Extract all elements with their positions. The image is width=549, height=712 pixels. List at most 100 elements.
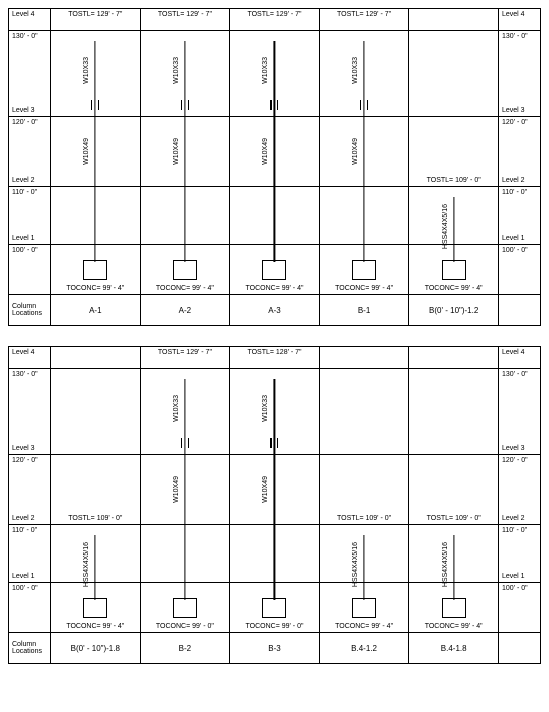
header-row: Level 4 TOSTL= 129' - 7" TOSTL= 128' - 7" L… xyxy=(9,347,540,369)
column-location-text: B(0' - 10")-1.2 xyxy=(429,306,478,315)
column-segment-cell: TOCONC= 99' - 4" xyxy=(51,583,141,632)
column-segment-cell xyxy=(320,369,410,454)
elevation-label: 100' - 0" xyxy=(12,585,47,592)
level-name: Level 1 xyxy=(12,573,47,580)
column-segment-cell: W10X49 xyxy=(230,117,320,186)
splice-icon xyxy=(360,100,368,110)
level-name: Level 3 xyxy=(12,107,47,114)
header-cell: TOSTL= 128' - 7" xyxy=(230,347,320,368)
toconc-label: TOCONC= 99' - 4" xyxy=(320,285,409,292)
level-name: Level 4 xyxy=(12,349,47,356)
header-cell: TOSTL= 129' - 7" xyxy=(320,9,410,30)
member-size-label: HSS4X4X5/16 xyxy=(442,204,449,249)
member-size-label: W10X33 xyxy=(352,57,359,84)
elevation-side-left: 100' - 0" xyxy=(9,583,51,632)
footing-icon xyxy=(262,260,286,280)
elevation-label: 120' - 0" xyxy=(502,457,537,464)
level-name: Level 2 xyxy=(12,177,47,184)
column-locations-text: Column Locations xyxy=(12,303,47,317)
elevation-side-right: 100' - 0" xyxy=(498,583,540,632)
elevation-side-right: 130' - 0" Level 3 xyxy=(498,31,540,116)
header-cell xyxy=(409,347,498,368)
toconc-label: TOCONC= 99' - 4" xyxy=(141,285,230,292)
column-segment-cell xyxy=(230,525,320,582)
level-segment-row: 120' - 0"Level 2W10X49W10X49W10X49W10X49… xyxy=(9,117,540,187)
column-line xyxy=(274,455,275,524)
member-size-label: W10X49 xyxy=(352,138,359,165)
header-cell xyxy=(51,347,141,368)
footing-icon xyxy=(83,260,107,280)
column-segment-cell: TOCONC= 99' - 4" xyxy=(409,245,498,294)
column-segment-cell: W10X49 xyxy=(51,117,141,186)
level-label-left: Level 4 xyxy=(9,347,51,368)
header-cell xyxy=(320,347,410,368)
toconc-label: TOCONC= 99' - 4" xyxy=(320,623,409,630)
elevation-side-left: 130' - 0"Level 3 xyxy=(9,369,51,454)
member-size-label: W10X49 xyxy=(262,476,269,503)
column-location-cell: A-2 xyxy=(141,295,231,325)
column-segment-cell: W10X33 xyxy=(230,31,320,116)
column-location-cell: B.4-1.8 xyxy=(409,633,498,663)
column-line xyxy=(95,117,96,186)
tostl-label: TOSTL= 109' - 0" xyxy=(51,515,140,522)
column-line xyxy=(184,187,185,244)
column-schedule: Level 4 TOSTL= 129' - 7" TOSTL= 129' - 7" T… xyxy=(8,8,541,326)
column-location-cell: A-1 xyxy=(51,295,141,325)
column-location-cell: B.4-1.2 xyxy=(320,633,410,663)
level-name: Level 3 xyxy=(12,445,47,452)
level-name: Level 2 xyxy=(12,515,47,522)
column-segment-cell: W10X49 xyxy=(230,455,320,524)
elevation-side-right: 120' - 0" Level 2 xyxy=(498,455,540,524)
splice-icon xyxy=(270,438,278,448)
column-locations-label: Column Locations xyxy=(9,295,51,325)
column-line xyxy=(184,117,185,186)
tostl-label: TOSTL= 129' - 7" xyxy=(337,11,391,18)
level-name: Level 1 xyxy=(502,573,537,580)
level-name: Level 1 xyxy=(502,235,537,242)
column-segment-cell xyxy=(141,525,231,582)
level-name: Level 3 xyxy=(502,107,537,114)
column-locations-right xyxy=(498,633,540,663)
level-name: Level 4 xyxy=(12,11,47,18)
column-segment-cell: W10X33 xyxy=(230,369,320,454)
tostl-label: TOSTL= 129' - 7" xyxy=(158,11,212,18)
tostl-label: TOSTL= 128' - 7" xyxy=(247,349,301,356)
member-size-label: W10X49 xyxy=(173,476,180,503)
member-size-label: HSS4X4X5/16 xyxy=(352,542,359,587)
column-locations-row: Column LocationsB(0' - 10")-1.8B-2B-3B.4… xyxy=(9,633,540,663)
elevation-label: 110' - 0" xyxy=(12,189,47,196)
level-name: Level 2 xyxy=(502,515,537,522)
column-location-text: B.4-1.2 xyxy=(351,644,377,653)
toconc-label: TOCONC= 99' - 4" xyxy=(409,623,498,630)
column-schedule: Level 4 TOSTL= 129' - 7" TOSTL= 128' - 7" L… xyxy=(8,346,541,664)
elevation-side-right: 130' - 0"Level 3 xyxy=(498,369,540,454)
column-segment-cell: W10X33 xyxy=(320,31,410,116)
elevation-label: 130' - 0" xyxy=(502,371,537,378)
footing-icon xyxy=(173,260,197,280)
column-segment-cell: W10X33 xyxy=(141,369,231,454)
toconc-label: TOCONC= 99' - 0" xyxy=(141,623,230,630)
column-line xyxy=(274,117,275,186)
elevation-label: 120' - 0" xyxy=(12,457,47,464)
elevation-side-left: 130' - 0"Level 3 xyxy=(9,31,51,116)
toconc-label: TOCONC= 99' - 4" xyxy=(230,285,319,292)
column-segment-cell: TOCONC= 99' - 0" xyxy=(230,583,320,632)
footing-icon xyxy=(352,598,376,618)
elevation-side-left: 120' - 0"Level 2 xyxy=(9,117,51,186)
column-segment-cell: HSS4X4X5/16 xyxy=(409,525,498,582)
column-line xyxy=(453,197,454,244)
column-segment-cell xyxy=(141,187,231,244)
column-location-text: B-3 xyxy=(268,644,280,653)
column-locations-text: Column Locations xyxy=(12,641,47,655)
member-size-label: HSS4X4X5/16 xyxy=(83,542,90,587)
tostl-label: TOSTL= 129' - 7" xyxy=(68,11,122,18)
level-name: Level 4 xyxy=(502,349,537,356)
column-line xyxy=(184,455,185,524)
column-locations-right xyxy=(498,295,540,325)
elevation-side-left: 100' - 0" xyxy=(9,245,51,294)
elevation-label: 130' - 0" xyxy=(502,33,537,40)
header-cell: TOSTL= 129' - 7" xyxy=(141,347,231,368)
level-segment-row: 130' - 0"Level 3W10X33W10X33130' - 0"Lev… xyxy=(9,369,540,455)
elevation-label: 120' - 0" xyxy=(502,119,537,126)
level-segment-row: 110' - 0"Level 1HSS4X4X5/16HSS4X4X5/16HS… xyxy=(9,525,540,583)
